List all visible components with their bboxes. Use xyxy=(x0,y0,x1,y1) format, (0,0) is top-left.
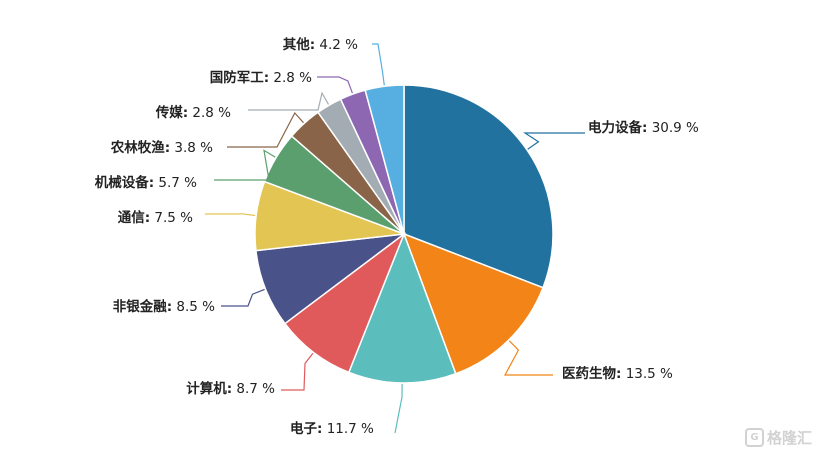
data-label-name: 机械设备: xyxy=(95,174,154,191)
data-label-slice-10: 国防军工: 2.8 % xyxy=(210,69,312,86)
pie-slice-1 xyxy=(403,84,554,289)
data-label-value: 8.7 % xyxy=(232,381,275,397)
data-label-value: 8.5 % xyxy=(172,299,215,315)
data-label-slice-2: 医药生物: 13.5 % xyxy=(562,365,673,382)
data-label-value: 2.8 % xyxy=(188,105,231,121)
data-label-value: 2.8 % xyxy=(269,70,312,86)
leader-line-slice-7 xyxy=(214,149,276,181)
data-label-slice-9: 传媒: 2.8 % xyxy=(155,104,231,121)
data-label-name: 通信: xyxy=(118,209,150,226)
pie-slice-11 xyxy=(364,84,405,235)
leader-line-slice-5 xyxy=(221,288,265,307)
data-label-name: 国防军工: xyxy=(210,69,269,86)
leader-line-slice-6 xyxy=(205,213,256,217)
leader-line-slice-3 xyxy=(394,383,403,434)
leader-line-slice-4 xyxy=(281,352,314,391)
leader-line-slice-10 xyxy=(317,76,353,94)
data-label-slice-6: 通信: 7.5 % xyxy=(118,209,193,226)
leader-line-slice-11 xyxy=(372,43,385,86)
data-label-name: 计算机: xyxy=(186,380,232,397)
data-label-value: 13.5 % xyxy=(621,366,673,382)
data-label-name: 传媒: xyxy=(155,104,188,121)
data-label-name: 电子: xyxy=(290,420,322,437)
watermark-logo: G xyxy=(744,428,764,447)
leader-line-slice-9 xyxy=(248,91,330,111)
data-label-slice-1: 电力设备: 30.9 % xyxy=(588,119,699,136)
watermark-text: 格隆汇 xyxy=(766,429,812,447)
data-label-value: 7.5 % xyxy=(150,210,193,226)
data-label-name: 非银金融: xyxy=(113,298,172,315)
data-label-name: 医药生物: xyxy=(562,365,621,382)
pie-slice-3 xyxy=(347,231,457,384)
data-label-slice-3: 电子: 11.7 % xyxy=(290,420,374,437)
data-label-slice-5: 非银金融: 8.5 % xyxy=(113,298,215,315)
data-label-slice-8: 农林牧渔: 3.8 % xyxy=(110,139,213,156)
data-label-value: 5.7 % xyxy=(154,175,197,191)
leader-line-slice-2 xyxy=(503,340,553,376)
data-label-name: 农林牧渔: xyxy=(110,139,170,156)
data-label-value: 3.8 % xyxy=(170,140,213,156)
leader-line-slice-1 xyxy=(522,132,585,150)
data-label-slice-7: 机械设备: 5.7 % xyxy=(95,174,197,191)
watermark: G 格隆汇 xyxy=(744,427,812,448)
data-label-name: 电力设备: xyxy=(588,119,647,136)
data-label-slice-11: 其他: 4.2 % xyxy=(283,36,358,53)
leader-line-slice-8 xyxy=(227,111,304,148)
data-label-slice-4: 计算机: 8.7 % xyxy=(186,380,275,397)
data-label-value: 11.7 % xyxy=(322,421,374,437)
pie-slice-2 xyxy=(402,232,544,375)
data-label-value: 30.9 % xyxy=(647,120,699,136)
data-label-name: 其他: xyxy=(283,36,315,53)
data-label-value: 4.2 % xyxy=(315,37,358,53)
